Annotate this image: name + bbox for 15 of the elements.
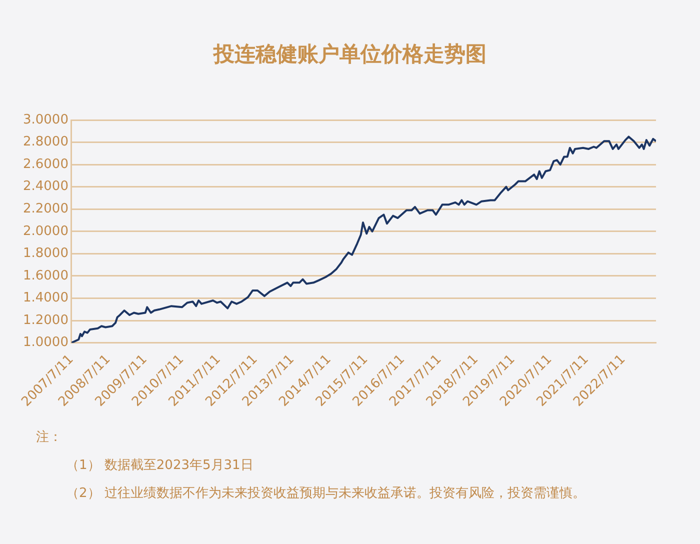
y-tick-label: 2.2000 xyxy=(22,202,68,217)
y-tick-label: 2.8000 xyxy=(22,134,68,150)
y-tick-label: 2.4000 xyxy=(22,179,68,194)
y-tick-label: 2.6000 xyxy=(22,156,68,172)
y-tick-label: 1.6000 xyxy=(22,268,68,284)
y-tick-label: 1.0000 xyxy=(22,335,68,350)
text: 注： xyxy=(36,429,63,446)
text: （2） 过往业绩数据不作为未来投资收益预期与未来收益承诺。投资有风险，投资需谨慎。 xyxy=(65,485,586,502)
y-tick-label: 1.8000 xyxy=(22,246,68,262)
y-tick-label: 1.2000 xyxy=(22,312,68,328)
chart-title: 投连稳健账户单位价格走势图 xyxy=(212,41,488,68)
y-tick-label: 2.0000 xyxy=(22,224,68,239)
y-tick-label: 3.0000 xyxy=(22,112,68,128)
text: （1） 数据截至2023年5月31日 xyxy=(65,457,254,474)
y-tick-label: 1.4000 xyxy=(22,290,68,306)
